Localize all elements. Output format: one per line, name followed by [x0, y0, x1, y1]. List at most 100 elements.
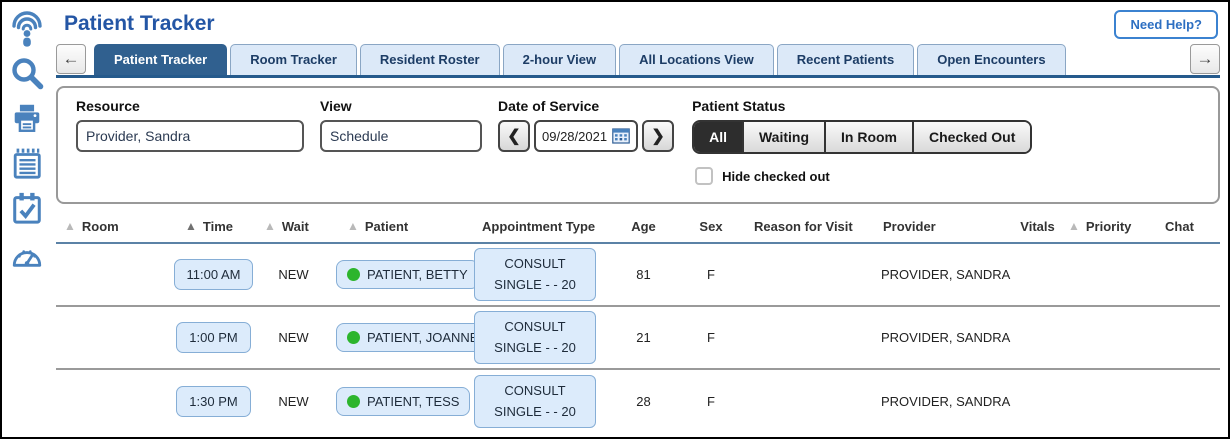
patient-broadcast-icon-glyph	[12, 11, 42, 47]
patient-status-segmented-control: All Waiting In Room Checked Out	[692, 120, 1033, 154]
column-header-age: Age	[611, 219, 676, 234]
cell-time: 1:30 PM	[171, 386, 256, 417]
tab-2-hour-view[interactable]: 2-hour View	[502, 44, 617, 75]
resource-input[interactable]	[76, 120, 304, 152]
cell-appointment-type: CONSULT SINGLE - - 20	[474, 248, 611, 301]
patient-name: PATIENT, TESS	[367, 394, 460, 409]
cell-provider: PROVIDER, SANDRA	[881, 267, 1011, 282]
appointment-type-button[interactable]: CONSULT SINGLE - - 20	[474, 375, 596, 428]
tab-patient-tracker[interactable]: Patient Tracker	[94, 44, 228, 75]
tab-scroll-left-button[interactable]: ←	[56, 44, 86, 74]
date-of-service-label: Date of Service	[498, 98, 600, 114]
view-label: View	[320, 98, 352, 114]
table-header: ▲ Room ▲ Time ▲ Wait ▲ Patient Appointme…	[56, 210, 1220, 244]
cell-sex: F	[707, 330, 715, 345]
arrow-left-icon: ←	[62, 49, 80, 68]
time-button[interactable]: 1:30 PM	[176, 386, 251, 417]
tab-all-locations-view[interactable]: All Locations View	[619, 44, 774, 75]
calendar-check-icon-glyph	[13, 192, 41, 224]
column-label: Provider	[883, 218, 936, 234]
date-value: 09/28/2021	[542, 128, 608, 144]
notepad-icon[interactable]	[8, 145, 46, 181]
hide-checked-out-checkbox[interactable]	[695, 167, 714, 185]
tab-scroll-right-button[interactable]: →	[1190, 44, 1220, 74]
status-option-all[interactable]: All	[694, 122, 742, 152]
patient-button[interactable]: PATIENT, JOANNE	[336, 323, 490, 352]
patient-broadcast-icon[interactable]	[8, 10, 46, 47]
column-header-chat: Chat	[1141, 219, 1218, 234]
cell-wait: NEW	[278, 267, 309, 282]
cell-wait: NEW	[278, 330, 309, 345]
column-header-appointment-type: Appointment Type	[474, 219, 611, 234]
column-header-priority[interactable]: ▲ Priority	[1064, 219, 1141, 234]
patient-status-filter: Patient Status All Waiting In Room Check…	[692, 98, 1033, 192]
column-label: Wait	[281, 218, 309, 234]
search-icon-glyph	[12, 58, 44, 90]
filter-panel: Resource View Date of Service ❮ 09/28/20…	[56, 86, 1220, 204]
patient-button[interactable]: PATIENT, BETTY	[336, 260, 479, 289]
cell-age: 28	[636, 394, 651, 409]
tab-room-tracker[interactable]: Room Tracker	[230, 44, 357, 75]
table-row: 1:30 PM NEW PATIENT, TESS CONSULT SINGLE…	[56, 370, 1220, 433]
chevron-right-icon: ❯	[651, 128, 665, 145]
cell-patient: PATIENT, JOANNE	[331, 323, 490, 352]
next-day-button[interactable]: ❯	[642, 120, 675, 152]
appointment-type-button[interactable]: CONSULT SINGLE - - 20	[474, 248, 596, 301]
calendar-check-icon[interactable]	[8, 190, 46, 226]
patient-status-dot-icon	[347, 331, 360, 344]
need-help-button[interactable]: Need Help?	[1114, 9, 1218, 39]
previous-day-button[interactable]: ❮	[498, 120, 530, 152]
left-toolbar	[2, 2, 52, 437]
tab-resident-roster[interactable]: Resident Roster	[359, 44, 500, 75]
table-row: 1:00 PM NEW PATIENT, JOANNE CONSULT SING…	[56, 307, 1220, 370]
tab-open-encounters[interactable]: Open Encounters	[917, 44, 1066, 75]
view-input[interactable]	[320, 120, 482, 152]
view-filter: View	[320, 98, 482, 192]
tab-strip: Patient Tracker Room Tracker Resident Ro…	[94, 44, 1066, 75]
sort-arrow-icon: ▲	[347, 219, 359, 233]
patient-button[interactable]: PATIENT, TESS	[336, 387, 471, 416]
column-label: Patient	[364, 218, 409, 234]
sort-arrow-icon: ▲	[1068, 219, 1080, 233]
column-header-room[interactable]: ▲ Room	[56, 219, 171, 234]
hide-checked-out-row: Hide checked out	[695, 167, 1032, 185]
column-label: Priority	[1085, 218, 1132, 234]
date-controls: ❮ 09/28/2021 ❯	[498, 120, 675, 152]
status-option-checked-out[interactable]: Checked Out	[912, 122, 1031, 152]
cell-age: 21	[636, 330, 651, 345]
status-option-waiting[interactable]: Waiting	[741, 122, 824, 152]
time-button[interactable]: 11:00 AM	[173, 259, 254, 290]
calendar-picker-icon[interactable]	[612, 128, 630, 144]
resource-filter: Resource	[76, 98, 304, 192]
chevron-left-icon: ❮	[507, 128, 521, 145]
column-label: Sex	[699, 218, 723, 234]
cell-time: 11:00 AM	[171, 259, 256, 290]
tab-recent-patients[interactable]: Recent Patients	[776, 44, 915, 75]
time-button[interactable]: 1:00 PM	[176, 322, 251, 353]
column-label: Chat	[1165, 218, 1194, 234]
search-icon[interactable]	[8, 55, 46, 91]
printer-icon[interactable]	[8, 100, 46, 136]
patient-status-label: Patient Status	[692, 98, 786, 114]
column-header-vitals: Vitals	[1011, 219, 1064, 234]
column-header-wait[interactable]: ▲ Wait	[256, 219, 331, 234]
cell-patient: PATIENT, BETTY	[331, 260, 479, 289]
page-header: Patient Tracker Need Help?	[56, 2, 1220, 44]
column-header-time[interactable]: ▲ Time	[171, 219, 256, 234]
main-area: Patient Tracker Need Help? ← Patient Tra…	[52, 2, 1228, 437]
gauge-icon-glyph	[12, 250, 42, 267]
column-label: Time	[202, 218, 233, 234]
patient-status-dot-icon	[347, 395, 360, 408]
cell-age: 81	[636, 267, 651, 282]
cell-provider: PROVIDER, SANDRA	[881, 330, 1011, 345]
patient-name: PATIENT, JOANNE	[367, 330, 479, 345]
gauge-icon[interactable]	[8, 235, 46, 271]
tab-bar: ← Patient Tracker Room Tracker Resident …	[56, 44, 1220, 78]
appointment-type-button[interactable]: CONSULT SINGLE - - 20	[474, 311, 596, 364]
status-option-in-room[interactable]: In Room	[824, 122, 912, 152]
sort-arrow-icon: ▲	[64, 219, 76, 233]
column-header-patient[interactable]: ▲ Patient	[331, 219, 474, 234]
date-field[interactable]: 09/28/2021	[534, 120, 639, 152]
column-header-provider: Provider	[871, 219, 1011, 234]
